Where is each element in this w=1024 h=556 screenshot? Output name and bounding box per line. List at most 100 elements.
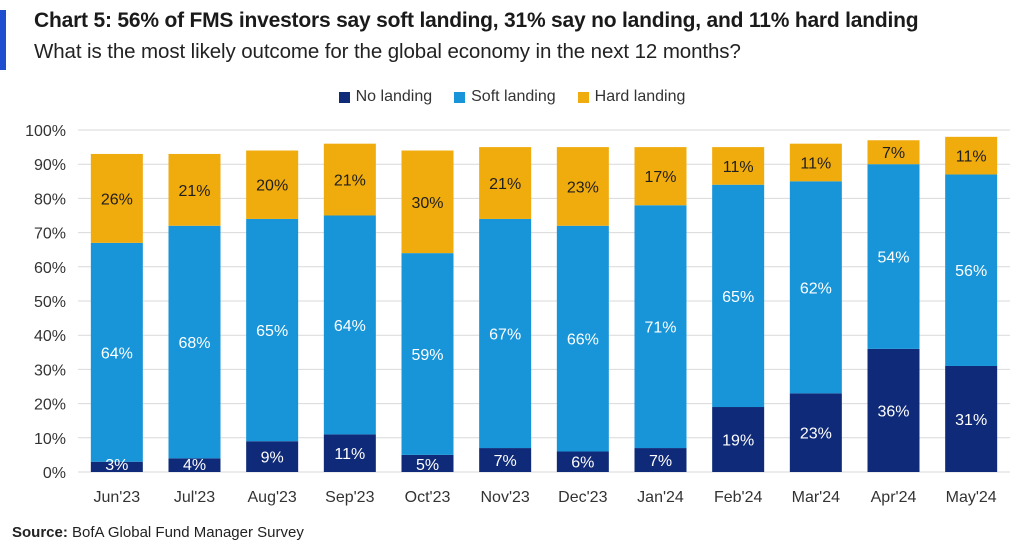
y-tick-label: 40%	[34, 328, 66, 345]
data-label-soft-landing: 59%	[411, 347, 443, 364]
data-label-no-landing: 11%	[334, 446, 365, 463]
bar-segment-hard-landing	[867, 140, 920, 165]
data-label-hard-landing: 17%	[644, 169, 676, 186]
bar-segment-no-landing	[712, 407, 765, 472]
y-tick-label: 90%	[34, 157, 66, 174]
chart-legend: No landing Soft landing Hard landing	[0, 88, 1024, 106]
x-tick-label: Apr'24	[871, 489, 917, 506]
data-label-hard-landing: 11%	[956, 149, 987, 166]
bar-segment-no-landing	[246, 441, 299, 472]
legend-label-hard-landing: Hard landing	[594, 88, 686, 105]
data-label-soft-landing: 66%	[567, 332, 599, 349]
x-tick-label: Oct'23	[405, 489, 451, 506]
y-tick-label: 30%	[34, 362, 66, 379]
legend-item-hard-landing: Hard landing	[577, 88, 686, 106]
y-tick-label: 10%	[34, 431, 66, 448]
data-label-hard-landing: 11%	[800, 155, 831, 172]
bar-segment-no-landing	[323, 434, 376, 472]
data-label-soft-landing: 65%	[256, 323, 288, 340]
y-tick-label: 50%	[34, 294, 66, 311]
data-label-no-landing: 9%	[261, 450, 284, 467]
bar-segment-soft-landing	[479, 218, 532, 449]
bar-segment-hard-landing	[90, 153, 143, 243]
data-label-soft-landing: 67%	[489, 326, 521, 343]
bar-segment-no-landing	[556, 451, 609, 472]
legend-label-no-landing: No landing	[355, 88, 433, 105]
bar-segment-no-landing	[90, 461, 143, 472]
bar-segment-soft-landing	[90, 242, 143, 462]
legend-label-soft-landing: Soft landing	[471, 88, 556, 105]
data-label-hard-landing: 30%	[411, 195, 443, 212]
data-label-no-landing: 5%	[416, 457, 439, 474]
bar-segment-no-landing	[479, 448, 532, 472]
data-label-no-landing: 7%	[649, 453, 672, 470]
title-accent-bar	[0, 10, 6, 70]
bar-segment-soft-landing	[401, 253, 454, 455]
data-label-hard-landing: 26%	[101, 191, 133, 208]
x-tick-label: Jan'24	[637, 489, 684, 506]
bar-segment-hard-landing	[401, 150, 454, 254]
bar-segment-soft-landing	[789, 181, 842, 394]
source-note: Source: BofA Global Fund Manager Survey	[12, 524, 304, 541]
bar-segment-hard-landing	[789, 143, 842, 182]
data-label-no-landing: 36%	[877, 403, 909, 420]
bar-segment-no-landing	[401, 454, 454, 472]
data-label-no-landing: 31%	[955, 412, 987, 429]
bar-segment-no-landing	[168, 458, 221, 472]
x-tick-label: Sep'23	[325, 489, 374, 506]
y-tick-label: 0%	[43, 465, 66, 482]
bar-segment-soft-landing	[323, 215, 376, 435]
bar-segment-hard-landing	[945, 136, 998, 175]
y-tick-label: 60%	[34, 260, 66, 277]
legend-swatch-no-landing	[338, 91, 350, 103]
y-tick-label: 20%	[34, 397, 66, 414]
data-label-soft-landing: 54%	[877, 250, 909, 267]
x-tick-label: Jun'23	[94, 489, 141, 506]
data-label-soft-landing: 71%	[644, 320, 676, 337]
bar-segment-hard-landing	[479, 147, 532, 219]
bar-segment-no-landing	[789, 393, 842, 472]
y-tick-label: 80%	[34, 191, 66, 208]
bar-segment-no-landing	[945, 365, 998, 472]
legend-item-soft-landing: Soft landing	[454, 88, 556, 106]
y-tick-label: 100%	[25, 123, 66, 140]
data-label-hard-landing: 11%	[723, 159, 754, 176]
x-tick-label: Dec'23	[558, 489, 607, 506]
data-label-no-landing: 3%	[105, 457, 128, 474]
bar-segment-hard-landing	[246, 150, 299, 219]
data-label-hard-landing: 7%	[882, 145, 905, 162]
bar-segment-soft-landing	[945, 174, 998, 366]
data-label-no-landing: 23%	[800, 426, 832, 443]
data-label-soft-landing: 65%	[722, 289, 754, 306]
bar-segment-hard-landing	[556, 147, 609, 226]
data-label-soft-landing: 56%	[955, 263, 987, 280]
bar-segment-no-landing	[867, 348, 920, 472]
legend-item-no-landing: No landing	[338, 88, 433, 106]
bar-segment-hard-landing	[168, 153, 221, 226]
source-label: Source:	[12, 524, 68, 541]
bar-segment-soft-landing	[712, 184, 765, 408]
x-tick-label: Mar'24	[792, 489, 841, 506]
x-tick-label: Jul'23	[174, 489, 215, 506]
y-tick-label: 70%	[34, 226, 66, 243]
bar-segment-hard-landing	[323, 143, 376, 216]
data-label-hard-landing: 20%	[256, 178, 288, 195]
chart-title: Chart 5: 56% of FMS investors say soft l…	[34, 9, 919, 32]
data-label-soft-landing: 64%	[101, 345, 133, 362]
data-label-soft-landing: 64%	[334, 318, 366, 335]
bar-segment-soft-landing	[634, 205, 687, 449]
bar-segment-hard-landing	[634, 147, 687, 206]
bar-segment-no-landing	[634, 448, 687, 472]
x-tick-label: Feb'24	[714, 489, 763, 506]
source-text: BofA Global Fund Manager Survey	[67, 524, 304, 541]
data-label-hard-landing: 21%	[489, 176, 521, 193]
x-tick-label: Nov'23	[481, 489, 530, 506]
legend-swatch-hard-landing	[577, 91, 589, 103]
data-label-hard-landing: 21%	[178, 183, 210, 200]
chart-subtitle: What is the most likely outcome for the …	[34, 40, 741, 63]
legend-swatch-soft-landing	[454, 91, 466, 103]
stacked-bar-chart: 0% 10% 20% 30% 40% 50% 60% 70% 80% 90% 100% 3% 64% 26…	[25, 123, 1010, 506]
data-label-no-landing: 4%	[183, 457, 206, 474]
bar-segment-soft-landing	[867, 164, 920, 349]
data-label-no-landing: 7%	[494, 453, 517, 470]
